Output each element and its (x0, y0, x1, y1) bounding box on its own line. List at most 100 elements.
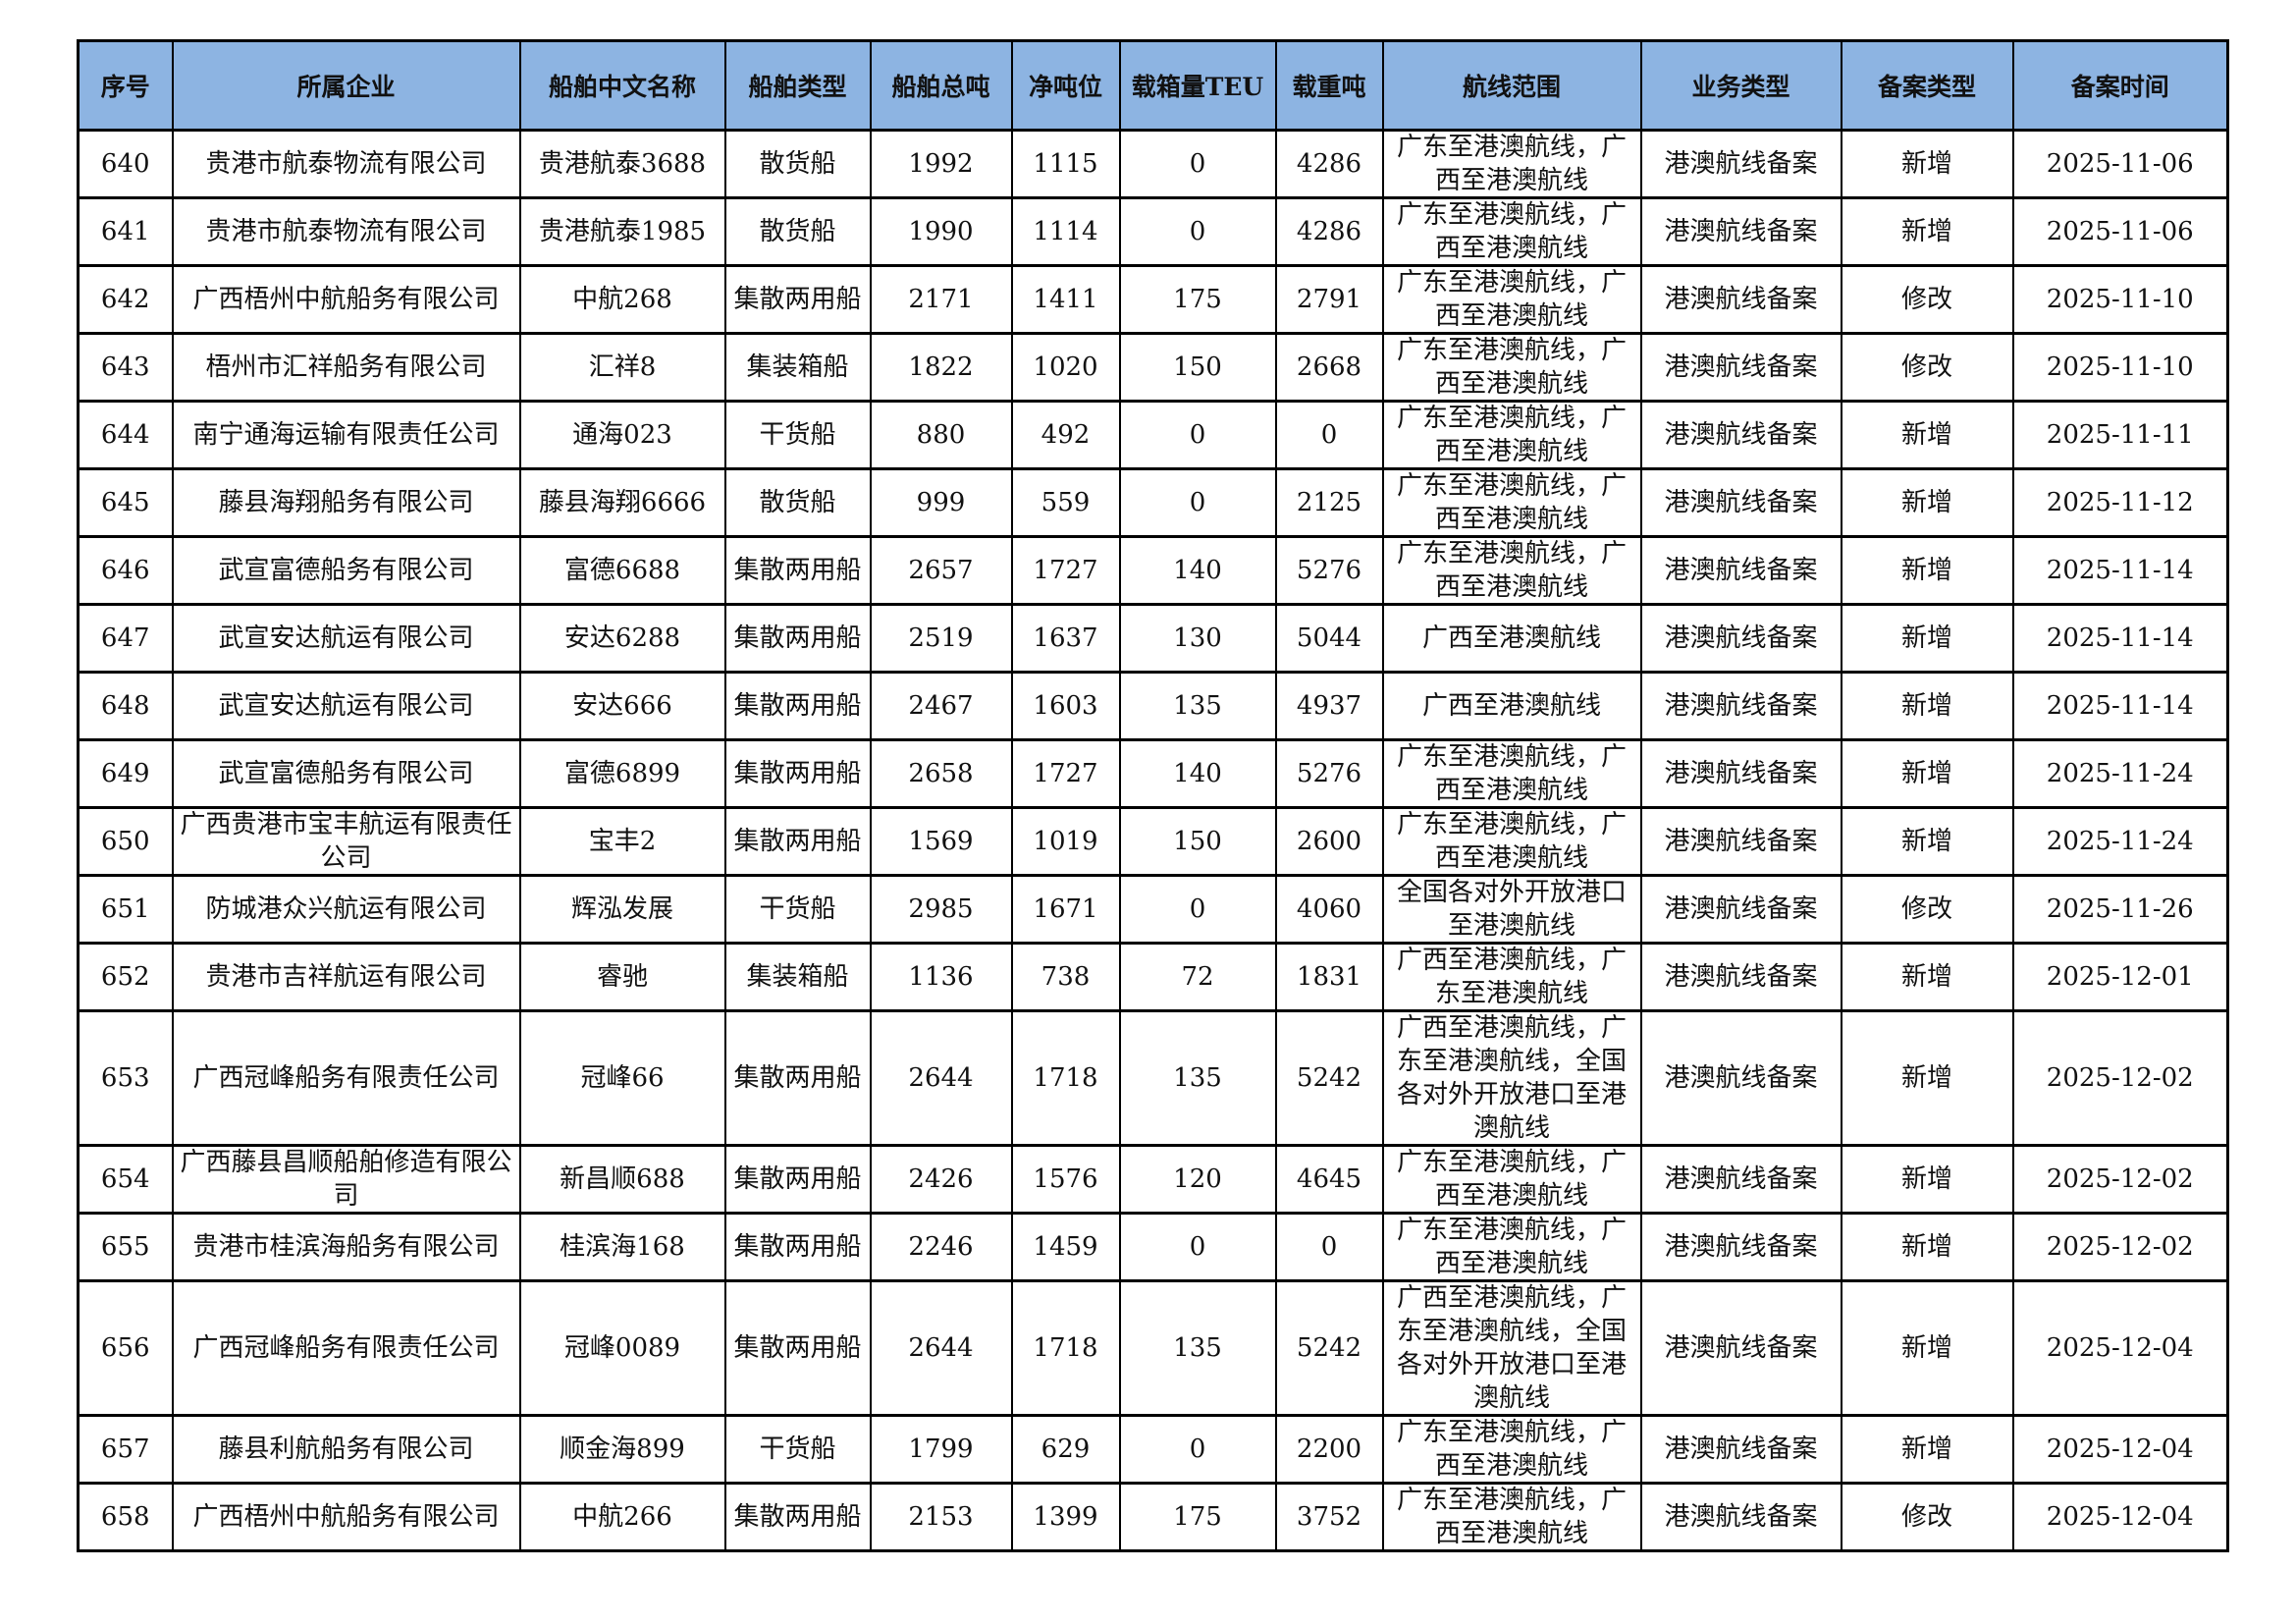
filing-date-text: 2025-12-04 (2046, 1502, 2194, 1532)
cell-net-tonnage: 1727 (1010, 535, 1121, 606)
cell-teu: 0 (1118, 400, 1277, 470)
filing-type-text: 修改 (1900, 1502, 1952, 1532)
cell-deadweight: 4937 (1274, 671, 1384, 741)
gross-tonnage-text: 2644 (908, 1063, 974, 1093)
header-teu: 载箱量TEU (1118, 39, 1277, 132)
net-tonnage-text: 1727 (1033, 556, 1098, 585)
ship-name-text: 冠峰0089 (563, 1333, 681, 1363)
header-seq: 序号 (77, 39, 174, 132)
cell-route-scope: 广东至港澳航线，广西至港澳航线 (1381, 467, 1642, 538)
header-row: 序号 所属企业 船舶中文名称 船舶类型 船舶总吨 净吨位 载箱量TEU 载重吨 航线范围 业务类型… (77, 39, 2229, 132)
company-text: 武宣富德船务有限公司 (218, 556, 474, 585)
deadweight-text: 2125 (1296, 488, 1362, 517)
cell-teu: 0 (1118, 196, 1277, 267)
filing-date-text: 2025-11-11 (2046, 420, 2194, 450)
ship-type-text: 集散两用船 (733, 1232, 862, 1262)
filing-type-text: 新增 (1900, 420, 1952, 450)
teu-text: 0 (1189, 488, 1206, 517)
seq-text: 657 (100, 1435, 150, 1464)
cell-ship-name: 顺金海899 (518, 1414, 726, 1485)
ship-type-text: 集散两用船 (733, 285, 862, 314)
business-type-text: 港澳航线备案 (1664, 894, 1818, 924)
cell-deadweight: 4286 (1274, 196, 1384, 267)
cell-filing-date: 2025-11-10 (2011, 332, 2229, 403)
cell-gross-tonnage: 2519 (869, 603, 1013, 674)
deadweight-text: 2200 (1296, 1435, 1362, 1464)
deadweight-text: 2791 (1296, 285, 1362, 314)
teu-text: 135 (1173, 691, 1222, 721)
filing-date-text: 2025-11-24 (2046, 827, 2194, 856)
cell-gross-tonnage: 2153 (869, 1482, 1013, 1552)
cell-gross-tonnage: 1990 (869, 196, 1013, 267)
cell-filing-date: 2025-12-02 (2011, 1009, 2229, 1147)
cell-net-tonnage: 1114 (1010, 196, 1121, 267)
ship-name-text: 辉泓发展 (570, 894, 673, 924)
company-text: 贵港市航泰物流有限公司 (205, 149, 487, 179)
cell-company: 广西梧州中航船务有限公司 (171, 1482, 521, 1552)
cell-net-tonnage: 492 (1010, 400, 1121, 470)
business-type-text: 港澳航线备案 (1664, 623, 1818, 653)
cell-business-type: 港澳航线备案 (1639, 738, 1842, 809)
table-row: 648 武宣安达航运有限公司 安达666 集散两用船 2467 1603 135 4937 广西… (77, 671, 2229, 741)
cell-filing-date: 2025-11-24 (2011, 806, 2229, 877)
cell-teu: 0 (1118, 129, 1277, 199)
net-tonnage-text: 1576 (1033, 1164, 1098, 1194)
net-tonnage-text: 1603 (1033, 691, 1098, 721)
header-ship-name: 船舶中文名称 (518, 39, 726, 132)
cell-ship-type: 干货船 (723, 874, 872, 945)
cell-business-type: 港澳航线备案 (1639, 129, 1842, 199)
cell-ship-type: 集散两用船 (723, 1212, 872, 1282)
cell-ship-name: 桂滨海168 (518, 1212, 726, 1282)
net-tonnage-text: 629 (1041, 1435, 1091, 1464)
gross-tonnage-text: 1992 (908, 149, 974, 179)
company-text: 南宁通海运输有限责任公司 (192, 420, 500, 450)
seq-text: 650 (100, 827, 150, 856)
cell-teu: 175 (1118, 264, 1277, 335)
cell-gross-tonnage: 1992 (869, 129, 1013, 199)
cell-business-type: 港澳航线备案 (1639, 1212, 1842, 1282)
cell-filing-type: 新增 (1840, 1414, 2014, 1485)
ship-name-text: 富德6899 (563, 759, 681, 788)
cell-filing-type: 新增 (1840, 806, 2014, 877)
seq-text: 640 (100, 149, 150, 179)
header-deadweight: 载重吨 (1274, 39, 1384, 132)
route-scope-text: 广西至港澳航线，广东至港澳航线 (1396, 946, 1627, 1008)
table-row: 645 藤县海翔船务有限公司 藤县海翔6666 散货船 999 559 0 2125 广东至港澳… (77, 467, 2229, 538)
cell-seq: 653 (77, 1009, 174, 1147)
cell-gross-tonnage: 1136 (869, 942, 1013, 1012)
net-tonnage-text: 1114 (1033, 217, 1098, 246)
table-row: 650 广西贵港市宝丰航运有限责任公司 宝丰2 集散两用船 1569 1019 150 260… (77, 806, 2229, 877)
cell-filing-type: 新增 (1840, 1144, 2014, 1215)
filing-date-text: 2025-11-14 (2046, 556, 2194, 585)
cell-business-type: 港澳航线备案 (1639, 1009, 1842, 1147)
cell-route-scope: 广东至港澳航线，广西至港澳航线 (1381, 1144, 1642, 1215)
deadweight-text: 4645 (1296, 1164, 1362, 1194)
cell-route-scope: 广东至港澳航线，广西至港澳航线 (1381, 1482, 1642, 1552)
business-type-text: 港澳航线备案 (1664, 1164, 1818, 1194)
cell-seq: 654 (77, 1144, 174, 1215)
cell-filing-date: 2025-11-14 (2011, 603, 2229, 674)
business-type-text: 港澳航线备案 (1664, 149, 1818, 179)
cell-ship-name: 安达666 (518, 671, 726, 741)
net-tonnage-text: 1671 (1033, 894, 1098, 924)
route-scope-text: 广东至港澳航线，广西至港澳航线 (1396, 1216, 1627, 1278)
cell-ship-name: 汇祥8 (518, 332, 726, 403)
cell-business-type: 港澳航线备案 (1639, 671, 1842, 741)
business-type-text: 港澳航线备案 (1664, 827, 1818, 856)
deadweight-text: 4060 (1296, 894, 1362, 924)
cell-route-scope: 广东至港澳航线，广西至港澳航线 (1381, 196, 1642, 267)
deadweight-text: 2600 (1296, 827, 1362, 856)
cell-route-scope: 广东至港澳航线，广西至港澳航线 (1381, 332, 1642, 403)
cell-route-scope: 广东至港澳航线，广西至港澳航线 (1381, 264, 1642, 335)
filing-type-text: 修改 (1900, 352, 1952, 382)
filing-date-text: 2025-11-10 (2046, 352, 2194, 382)
seq-text: 654 (100, 1164, 150, 1194)
deadweight-text: 4937 (1296, 691, 1362, 721)
deadweight-text: 5044 (1296, 623, 1362, 653)
cell-company: 梧州市汇祥船务有限公司 (171, 332, 521, 403)
cell-net-tonnage: 1603 (1010, 671, 1121, 741)
cell-seq: 644 (77, 400, 174, 470)
cell-teu: 150 (1118, 806, 1277, 877)
net-tonnage-text: 1718 (1033, 1333, 1098, 1363)
cell-deadweight: 3752 (1274, 1482, 1384, 1552)
